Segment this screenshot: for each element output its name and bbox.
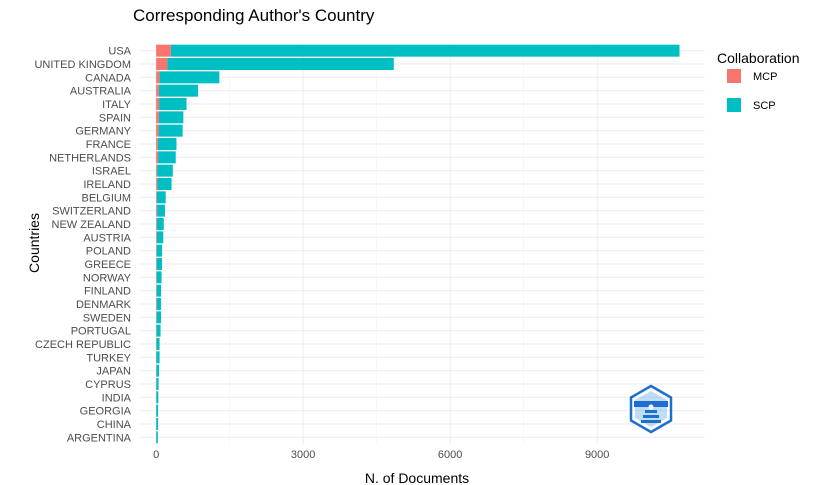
legend: Collaboration MCP SCP: [717, 50, 800, 112]
bar-scp-portugal: [156, 324, 161, 337]
y-tick-label: IRELAND: [83, 179, 131, 191]
y-tick-label: FINLAND: [84, 286, 131, 298]
y-tick-label: UNITED KINGDOM: [34, 59, 131, 71]
chart-title: Corresponding Author's Country: [133, 6, 375, 25]
bar-scp-australia: [158, 84, 199, 97]
bar-scp-finland: [156, 284, 162, 297]
bar-mcp-belgium: [156, 191, 157, 204]
y-tick-label: GERMANY: [75, 126, 131, 138]
x-axis-title: N. of Documents: [365, 470, 469, 485]
bar-mcp-italy: [156, 98, 160, 110]
bar-mcp-austria: [156, 231, 157, 244]
y-tick-label: TURKEY: [86, 352, 131, 364]
bar-scp-china: [156, 418, 159, 430]
bar-scp-india: [156, 391, 159, 404]
y-tick-label: ISRAEL: [92, 166, 131, 178]
y-tick-label: NORWAY: [83, 272, 132, 284]
y-tick-label: CZECH REPUBLIC: [35, 339, 131, 351]
bar-mcp-usa: [156, 44, 171, 57]
bar-mcp-netherlands: [156, 151, 159, 164]
bar-scp-argentina: [156, 431, 158, 444]
y-tick-label: ITALY: [102, 99, 132, 111]
y-axis-title: Countries: [26, 213, 42, 273]
bar-mcp-switzerland: [156, 204, 158, 217]
y-tick-label: ARGENTINA: [67, 432, 132, 444]
x-tick-label: 9000: [585, 449, 609, 461]
y-tick-label: BELGIUM: [81, 192, 131, 204]
bar-scp-georgia: [156, 404, 159, 417]
y-tick-label: NETHERLANDS: [49, 152, 131, 164]
bar-scp-france: [157, 138, 177, 150]
bar-scp-new-zealand: [156, 218, 164, 230]
y-tick-label: INDIA: [102, 392, 132, 404]
bar-scp-italy: [159, 98, 187, 110]
y-tick-label: SWITZERLAND: [52, 206, 131, 218]
y-tick-label: POLAND: [86, 246, 131, 258]
y-tick-label: CHINA: [97, 419, 132, 431]
bar-scp-greece: [156, 258, 163, 270]
x-tick-label: 0: [153, 449, 159, 461]
bar-mcp-new-zealand: [156, 218, 157, 230]
bar-mcp-israel: [156, 164, 158, 177]
y-tick-label: SWEDEN: [83, 312, 131, 324]
bar-scp-cyprus: [156, 378, 159, 390]
y-tick-label: CYPRUS: [85, 379, 131, 391]
legend-label-scp: SCP: [753, 100, 776, 112]
bar-scp-united-kingdom: [167, 58, 394, 70]
bar-scp-ireland: [157, 178, 172, 190]
bar-mcp-spain: [156, 111, 159, 124]
y-tick-label: USA: [108, 46, 131, 58]
bar-mcp-germany: [156, 124, 159, 137]
bar-scp-switzerland: [157, 204, 165, 217]
bar-mcp-france: [156, 138, 158, 150]
bar-scp-belgium: [156, 191, 166, 204]
bar-scp-norway: [156, 271, 162, 284]
bar-scp-germany: [158, 124, 183, 137]
legend-label-mcp: MCP: [753, 71, 777, 83]
bar-scp-turkey: [156, 351, 160, 364]
bar-scp-canada: [159, 71, 220, 84]
legend-key-mcp: [727, 69, 741, 83]
legend-title: Collaboration: [717, 50, 800, 66]
bar-scp-austria: [156, 231, 164, 244]
bar-scp-czech-republic: [156, 338, 160, 350]
bar-scp-japan: [156, 364, 160, 377]
x-tick-label: 3000: [291, 449, 315, 461]
bibliometrix-logo-icon: [629, 384, 673, 434]
bar-mcp-ireland: [156, 178, 158, 190]
y-tick-label: PORTUGAL: [71, 326, 131, 338]
y-tick-label: AUSTRIA: [83, 232, 131, 244]
bar-mcp-united-kingdom: [156, 58, 168, 70]
bar-scp-usa: [170, 44, 680, 57]
y-tick-label: NEW ZEALAND: [52, 219, 132, 231]
y-tick-label: FRANCE: [86, 139, 131, 151]
y-tick-label: CANADA: [85, 72, 132, 84]
y-tick-label: AUSTRALIA: [70, 86, 132, 98]
bar-mcp-australia: [156, 84, 159, 97]
bar-scp-israel: [157, 164, 173, 177]
grid: [139, 44, 705, 444]
bar-scp-sweden: [156, 311, 162, 324]
x-tick-labels: 0 3000 6000 9000: [153, 449, 609, 461]
y-tick-label: SPAIN: [99, 112, 131, 124]
bar-mcp-canada: [156, 71, 160, 84]
bars: [156, 44, 680, 444]
bar-scp-poland: [156, 244, 163, 257]
x-tick-label: 6000: [438, 449, 462, 461]
y-tick-label: DENMARK: [76, 299, 132, 311]
y-tick-label: JAPAN: [96, 366, 131, 378]
legend-key-scp: [727, 98, 741, 112]
y-tick-label: GEORGIA: [80, 406, 132, 418]
bar-scp-spain: [158, 111, 184, 124]
y-tick-label: GREECE: [85, 259, 131, 271]
bar-scp-netherlands: [158, 151, 176, 164]
bar-scp-denmark: [156, 298, 162, 310]
